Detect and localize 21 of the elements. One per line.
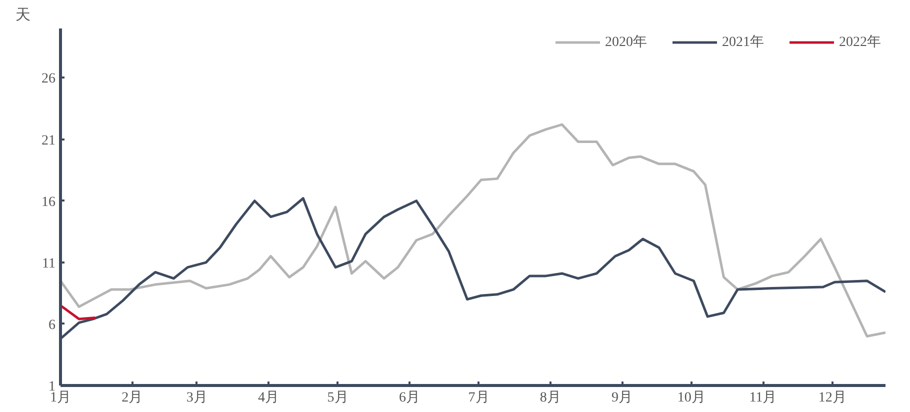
x-tick-label: 8月 <box>540 390 561 406</box>
x-tick-label: 10月 <box>677 390 706 406</box>
x-tick-label: 11月 <box>749 390 777 406</box>
y-tick-label: 26 <box>42 72 56 87</box>
legend-label: 2021年 <box>722 34 764 51</box>
x-tick-label: 12月 <box>818 390 846 406</box>
x-tick-label: 7月 <box>468 390 490 406</box>
legend-label: 2020年 <box>605 34 647 51</box>
x-tick-label: 6月 <box>398 390 420 406</box>
y-tick-label: 16 <box>42 194 56 210</box>
legend-label: 2022年 <box>839 34 881 51</box>
y-tick-label: 11 <box>42 256 56 272</box>
y-tick-label: 21 <box>42 133 56 148</box>
x-tick-label: 1月 <box>50 390 71 406</box>
x-tick-label: 3月 <box>186 390 208 406</box>
x-tick-label: 9月 <box>612 390 633 406</box>
x-tick-label: 2月 <box>122 390 143 406</box>
y-tick-label: 6 <box>48 318 56 333</box>
x-tick-label: 4月 <box>258 390 279 406</box>
y-axis-title: 天 <box>16 8 30 24</box>
x-tick-label: 5月 <box>327 390 348 406</box>
